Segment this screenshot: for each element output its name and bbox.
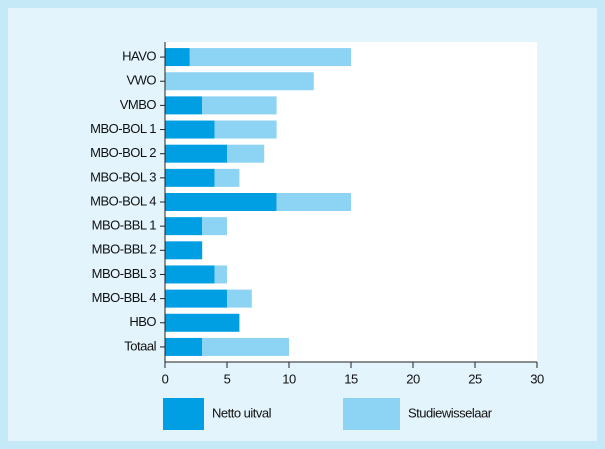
bar-segment: [202, 217, 227, 236]
y-tick-label: HAVO: [122, 49, 156, 64]
y-tick-label: MBO-BOL 1: [90, 121, 156, 136]
y-tick-label: MBO-BOL 3: [90, 169, 156, 184]
y-tick-label: MBO-BOL 4: [90, 193, 156, 208]
x-tick-label: 5: [224, 371, 231, 386]
bar-segment: [202, 96, 277, 115]
legend-swatch: [163, 398, 204, 430]
bar-segment: [214, 265, 227, 284]
bar-segment: [227, 144, 265, 163]
bar-segment: [165, 144, 227, 163]
bar-segment: [214, 168, 240, 187]
y-tick-label: MBO-BBL 3: [92, 266, 157, 281]
bar-segment: [165, 168, 215, 187]
y-tick-label: VMBO: [120, 97, 157, 112]
x-tick-label: 0: [162, 371, 169, 386]
bar-segment: [227, 289, 252, 308]
bar-segment: [165, 241, 203, 260]
bar-segment: [165, 313, 240, 332]
y-tick-label: MBO-BBL 1: [92, 218, 157, 233]
bar-segment: [165, 120, 215, 139]
x-tick-label: 15: [344, 371, 358, 386]
y-tick-label: MBO-BBL 4: [92, 290, 157, 305]
x-tick-label: 30: [530, 371, 544, 386]
bar-segment: [214, 120, 277, 139]
bar-segment: [189, 48, 351, 67]
bar-segment: [165, 289, 227, 308]
bar-segment: [165, 217, 203, 236]
x-tick-label: 25: [468, 371, 482, 386]
legend-label: Studiewisselaar: [408, 405, 493, 420]
bar-segment: [165, 48, 190, 67]
x-tick-label: 10: [282, 371, 296, 386]
bar-segment: [165, 96, 203, 115]
bar-segment: [165, 337, 203, 356]
x-tick-label: 20: [406, 371, 420, 386]
y-tick-label: VWO: [126, 73, 156, 88]
y-tick-label: MBO-BBL 2: [92, 242, 157, 257]
y-tick-label: Totaal: [124, 338, 156, 353]
bar-segment: [276, 193, 351, 211]
bar-segment: [202, 337, 289, 356]
y-tick-label: MBO-BOL 2: [90, 145, 156, 160]
legend-swatch: [343, 398, 400, 430]
legend-label: Netto uitval: [212, 405, 272, 420]
bar-segment: [165, 193, 277, 211]
y-tick-label: HBO: [129, 314, 156, 329]
bar-segment: [165, 265, 215, 284]
bar-segment: [165, 72, 314, 91]
